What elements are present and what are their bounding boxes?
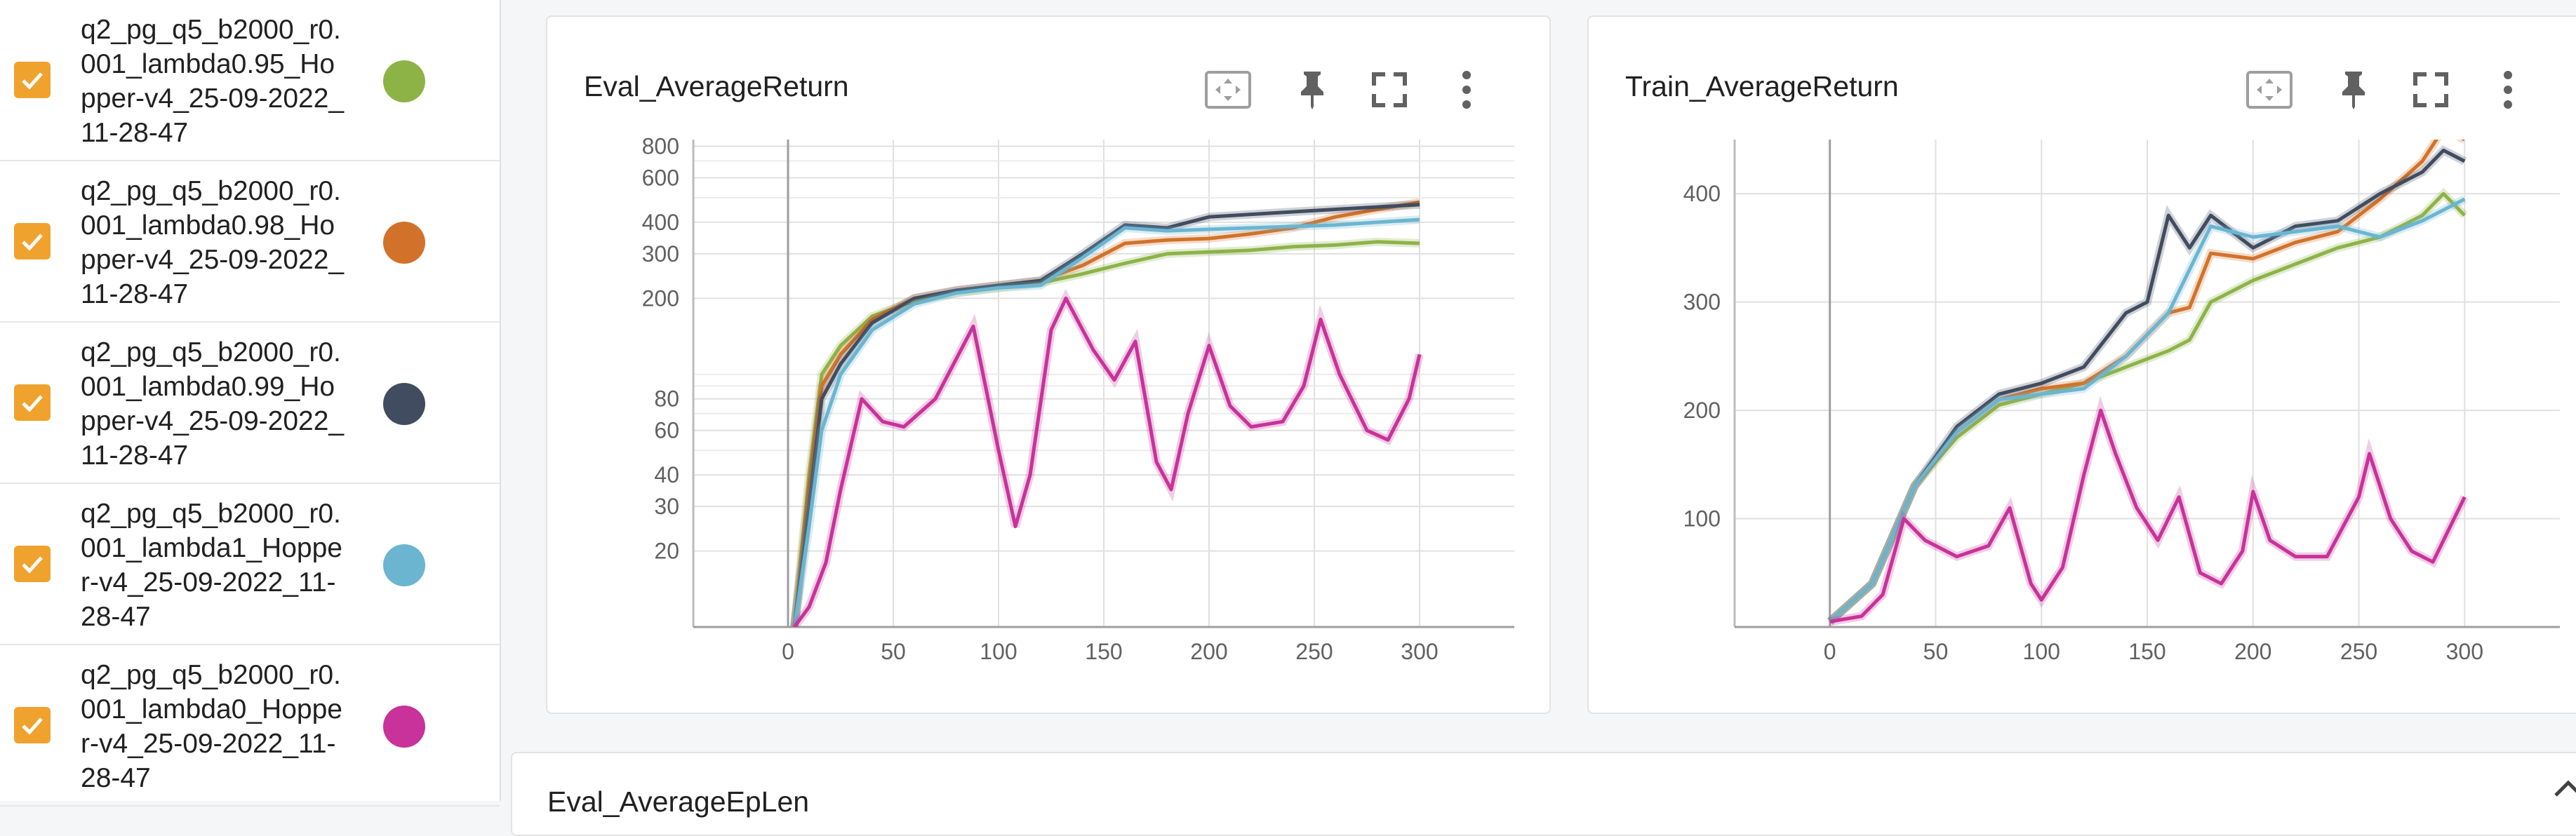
run-name: q2_pg_q5_b2000_r0.001_lambda0.98_Hopper-…	[81, 176, 345, 309]
run-checkbox[interactable]	[14, 223, 51, 259]
series-halo-0	[790, 237, 1420, 627]
run-item[interactable]: q2_pg_q5_b2000_r0.001_lambda0.99_Hopper-…	[0, 323, 500, 484]
y-tick-label: 400	[642, 210, 679, 235]
card-title: Train_AverageReturn	[1625, 70, 1899, 102]
pin-icon	[1301, 72, 1323, 109]
series-line-3	[792, 217, 1420, 627]
y-tick-label: 100	[1683, 506, 1721, 532]
train-average-return-chart[interactable]: 0 50 100 150 200 250 300 100 200 300 400	[1589, 122, 2576, 683]
eval-average-eplen-card: Eval_AverageEpLen	[511, 752, 2576, 836]
y-tick-label: 200	[642, 285, 679, 311]
x-tick-label: 200	[2234, 639, 2271, 664]
series-line-3	[1829, 197, 2466, 623]
run-color-swatch[interactable]	[383, 544, 425, 586]
x-tick-label: 100	[2023, 639, 2060, 664]
y-tick-label: 400	[1683, 181, 1721, 206]
pin-button[interactable]	[2328, 65, 2379, 115]
series-line-2	[792, 203, 1420, 627]
pin-button[interactable]	[1287, 65, 1337, 115]
y-tick-label: 600	[642, 165, 679, 190]
run-name: q2_pg_q5_b2000_r0.001_lambda1_Hopper-v4_…	[81, 499, 342, 632]
run-color-swatch[interactable]	[383, 706, 425, 748]
y-tick-label: 300	[1683, 290, 1721, 315]
y-tick-label: 800	[642, 133, 679, 159]
series-line-4	[792, 296, 1422, 627]
more-options-button[interactable]	[1441, 65, 1492, 115]
x-tick-label: 250	[2340, 639, 2377, 664]
x-tick-label: 300	[2446, 639, 2483, 664]
check-icon	[22, 395, 43, 412]
x-tick-label: 150	[2128, 639, 2165, 664]
x-tick-label: 50	[1923, 639, 1949, 664]
run-checkbox[interactable]	[14, 62, 51, 98]
eval-average-return-card: Eval_AverageReturn 0 50 100 150 200 250 300 20 3…	[546, 15, 1551, 714]
chevron-up-icon[interactable]	[2547, 767, 2576, 809]
y-tick-label: 80	[654, 386, 679, 412]
fullscreen-icon	[1372, 72, 1407, 107]
fit-domain-icon	[2246, 71, 2293, 109]
check-icon	[22, 556, 43, 574]
card-title: Eval_AverageEpLen	[547, 786, 810, 818]
series-line-0	[792, 240, 1420, 627]
run-color-swatch[interactable]	[383, 383, 425, 425]
y-tick-label: 30	[654, 494, 679, 519]
run-checkbox[interactable]	[14, 707, 51, 743]
x-tick-label: 50	[881, 639, 906, 664]
x-tick-label: 0	[782, 639, 794, 664]
check-icon	[22, 234, 43, 251]
run-name: q2_pg_q5_b2000_r0.001_lambda0.99_Hopper-…	[81, 337, 345, 471]
more-vert-icon	[1462, 71, 1471, 109]
check-icon	[22, 717, 43, 735]
fullscreen-button[interactable]	[1364, 65, 1415, 115]
run-checkbox[interactable]	[14, 384, 51, 421]
x-tick-label: 150	[1085, 639, 1122, 664]
fit-domain-button[interactable]	[1203, 65, 1253, 115]
fullscreen-button[interactable]	[2405, 65, 2456, 115]
eval-average-return-chart[interactable]: 0 50 100 150 200 250 300 20 30 40 60 80 200 300 400 600…	[547, 122, 1551, 683]
run-checkbox[interactable]	[14, 546, 51, 582]
run-item[interactable]: q2_pg_q5_b2000_r0.001_lambda0.95_Hopper-…	[0, 0, 500, 161]
x-tick-label: 250	[1295, 639, 1333, 664]
x-tick-label: 0	[1824, 639, 1836, 664]
run-item[interactable]: q2_pg_q5_b2000_r0.001_lambda1_Hopper-v4_…	[0, 484, 500, 645]
runs-sidebar: q2_pg_q5_b2000_r0.001_lambda0.95_Hopper-…	[0, 0, 501, 807]
run-name: q2_pg_q5_b2000_r0.001_lambda0_Hopper-v4_…	[81, 660, 342, 793]
run-name: q2_pg_q5_b2000_r0.001_lambda0.95_Hopper-…	[81, 15, 345, 148]
fit-domain-button[interactable]	[2244, 65, 2295, 115]
y-tick-label: 300	[642, 241, 679, 267]
run-item[interactable]: q2_pg_q5_b2000_r0.001_lambda0_Hopper-v4_…	[0, 645, 500, 807]
card-title: Eval_AverageReturn	[584, 70, 849, 102]
pin-icon	[2342, 72, 2365, 109]
check-icon	[22, 72, 43, 90]
y-tick-label: 40	[654, 462, 679, 487]
series-line-2	[1829, 148, 2466, 623]
y-tick-label: 200	[1683, 398, 1721, 423]
series-halo-4	[791, 288, 1424, 627]
x-tick-label: 100	[980, 639, 1017, 664]
x-tick-label: 200	[1190, 639, 1227, 664]
more-vert-icon	[2504, 71, 2512, 109]
x-tick-label: 300	[1401, 639, 1438, 664]
run-color-swatch[interactable]	[383, 222, 425, 264]
run-item[interactable]: q2_pg_q5_b2000_r0.001_lambda0.98_Hopper-…	[0, 161, 500, 323]
fullscreen-icon	[2413, 72, 2448, 107]
fit-domain-icon	[1205, 71, 1251, 109]
y-tick-label: 60	[654, 418, 679, 443]
train-average-return-card: Train_AverageReturn 0 50 100 150 200 250 300 10…	[1587, 15, 2576, 714]
series-line-4	[1829, 408, 2467, 623]
more-options-button[interactable]	[2483, 65, 2533, 115]
y-tick-label: 20	[654, 539, 679, 564]
run-color-swatch[interactable]	[383, 60, 425, 102]
